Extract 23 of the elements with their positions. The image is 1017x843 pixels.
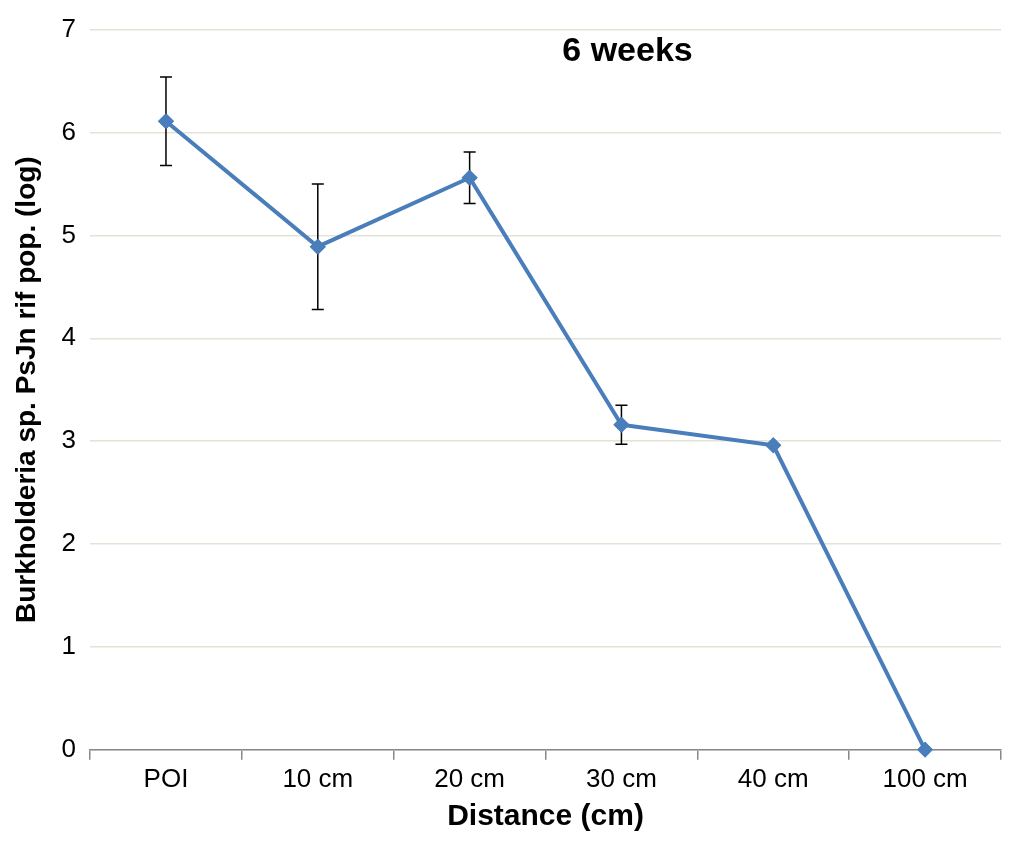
x-tick-label: 30 cm [586, 762, 657, 793]
y-tick-label: 7 [61, 12, 77, 43]
point [613, 416, 630, 433]
point [461, 169, 478, 186]
y-tick-label: 5 [61, 218, 77, 249]
y-tick-label: 2 [61, 527, 77, 558]
x-tick-label: 40 cm [737, 762, 809, 793]
y-tick-label: 6 [61, 115, 77, 146]
x-tick-label: 10 cm [282, 762, 354, 793]
x-tick-label: 100 cm [882, 762, 968, 793]
y-axis-title: Burkholderia sp. PsJn rif pop. (log) [9, 156, 41, 624]
y-tick-label: 3 [61, 424, 77, 455]
y-tick-label: 0 [61, 732, 77, 763]
point [917, 741, 934, 758]
point [765, 437, 782, 454]
chart-title: 6 weeks [562, 29, 693, 68]
x-tick-label: 20 cm [434, 762, 506, 793]
point [157, 113, 174, 130]
y-tick-label: 4 [61, 321, 77, 352]
x-axis-title: Distance (cm) [447, 798, 644, 832]
point [309, 238, 326, 255]
y-tick-label: 1 [61, 630, 77, 661]
x-tick-label: POI [143, 762, 189, 793]
